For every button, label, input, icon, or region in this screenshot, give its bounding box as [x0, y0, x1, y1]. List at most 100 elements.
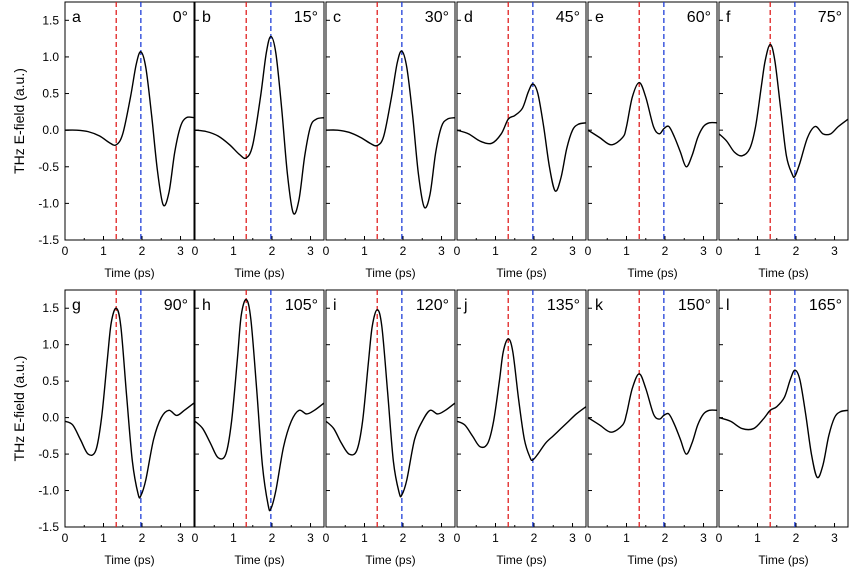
- x-tick-label: 1: [492, 244, 499, 258]
- panel-frame: [718, 289, 849, 528]
- x-axis-title: Time (ps): [758, 266, 808, 280]
- panel-frame: [194, 1, 325, 241]
- x-tick-label: 1: [492, 531, 499, 545]
- x-tick-label: 3: [177, 531, 184, 545]
- x-tick-label: 2: [400, 244, 407, 258]
- panel-frame: [194, 289, 325, 528]
- x-tick-label: 1: [230, 531, 237, 545]
- panel-letter: l: [726, 297, 730, 314]
- y-tick-label: 1.5: [42, 301, 59, 315]
- x-tick-label: 0: [585, 244, 592, 258]
- e-field-curve: [64, 51, 195, 207]
- x-axis-title: Time (ps): [496, 553, 546, 567]
- panel-angle: 0°: [173, 9, 188, 26]
- panel-angle: 105°: [285, 297, 318, 314]
- e-field-curve: [325, 308, 456, 498]
- panel-frame: [456, 1, 587, 241]
- panel-frame: [718, 1, 849, 241]
- e-field-curve: [718, 369, 849, 479]
- panel-angle: 165°: [809, 297, 842, 314]
- x-tick-label: 2: [139, 244, 146, 258]
- x-tick-label: 0: [62, 244, 69, 258]
- x-tick-label: 1: [100, 531, 107, 545]
- panel-angle: 30°: [425, 9, 449, 26]
- x-tick-label: 0: [323, 244, 330, 258]
- y-tick-label: 0.0: [42, 123, 59, 137]
- x-axis-title: Time (ps): [496, 266, 546, 280]
- x-tick-label: 0: [192, 244, 199, 258]
- panel-f: 0 1 2 3 Time (ps) f 75°: [716, 1, 849, 280]
- x-tick-label: 2: [793, 244, 800, 258]
- x-tick-label: 1: [361, 531, 368, 545]
- x-axis-title: Time (ps): [234, 266, 284, 280]
- x-axis-title: Time (ps): [365, 266, 415, 280]
- y-tick-label: -1.0: [38, 484, 59, 498]
- x-tick-label: 2: [531, 531, 538, 545]
- panels-grid: 0 1 2 3 -1.5 -1.0 -0.5 0.0 0.5 1.0 1.5 Time (ps) a 0°…: [38, 1, 849, 567]
- x-tick-label: 0: [716, 531, 723, 545]
- y-axis-labels: THz E-field (a.u.) THz E-field (a.u.): [11, 68, 27, 461]
- e-field-curve: [64, 307, 195, 499]
- e-field-curve: [194, 298, 325, 512]
- y-tick-label: -1.5: [38, 233, 59, 247]
- panel-letter: k: [595, 297, 604, 314]
- x-tick-label: 0: [192, 531, 199, 545]
- panel-letter: b: [202, 9, 211, 26]
- panel-b: 0 1 2 3 Time (ps) b 15°: [192, 1, 325, 280]
- x-tick-label: 2: [662, 531, 669, 545]
- x-tick-label: 2: [662, 244, 669, 258]
- panel-d: 0 1 2 3 Time (ps) d 45°: [454, 1, 587, 280]
- x-tick-label: 1: [754, 244, 761, 258]
- panel-angle: 45°: [556, 9, 580, 26]
- x-axis-title: Time (ps): [627, 266, 677, 280]
- panel-letter: g: [72, 297, 81, 314]
- panel-j: 0 1 2 3 Time (ps) j 135°: [454, 289, 587, 567]
- x-tick-label: 0: [585, 531, 592, 545]
- panel-k: 0 1 2 3 Time (ps) k 150°: [585, 289, 718, 567]
- y-tick-label: -0.5: [38, 160, 59, 174]
- y-tick-label: 1.0: [42, 50, 59, 64]
- x-tick-label: 1: [361, 244, 368, 258]
- panel-angle: 135°: [547, 297, 580, 314]
- e-field-curve: [718, 43, 849, 178]
- x-tick-label: 2: [139, 531, 146, 545]
- x-tick-label: 2: [269, 244, 276, 258]
- e-field-curve: [456, 338, 587, 462]
- y-tick-label: 0.5: [42, 374, 59, 388]
- panel-angle: 15°: [294, 9, 318, 26]
- e-field-curve: [325, 50, 456, 209]
- panel-frame: [64, 1, 195, 241]
- panel-frame: [587, 289, 718, 528]
- e-field-curve: [587, 373, 718, 455]
- y-tick-label: -1.0: [38, 196, 59, 210]
- x-tick-label: 1: [623, 244, 630, 258]
- x-axis-title: Time (ps): [758, 553, 808, 567]
- x-tick-label: 2: [269, 531, 276, 545]
- y-tick-label: 0.5: [42, 87, 59, 101]
- panel-h: 0 1 2 3 Time (ps) h 105°: [192, 289, 325, 567]
- x-axis-title: Time (ps): [104, 266, 154, 280]
- x-axis-title: Time (ps): [627, 553, 677, 567]
- panel-frame: [64, 289, 195, 528]
- x-tick-label: 1: [100, 244, 107, 258]
- y-tick-label: 1.5: [42, 13, 59, 27]
- x-tick-label: 3: [438, 244, 445, 258]
- x-axis-title: Time (ps): [365, 553, 415, 567]
- panel-frame: [456, 289, 587, 528]
- panel-letter: h: [202, 297, 211, 314]
- panel-frame: [587, 1, 718, 241]
- x-tick-label: 1: [623, 531, 630, 545]
- panel-angle: 90°: [164, 297, 188, 314]
- panel-angle: 60°: [687, 9, 711, 26]
- x-tick-label: 0: [716, 244, 723, 258]
- panel-letter: j: [463, 297, 468, 314]
- panel-frame: [325, 1, 456, 241]
- y-axis-title: THz E-field (a.u.): [11, 356, 27, 462]
- x-tick-label: 0: [454, 244, 461, 258]
- panel-letter: e: [595, 9, 604, 26]
- x-axis-title: Time (ps): [234, 553, 284, 567]
- e-field-curve: [587, 81, 718, 168]
- panel-letter: d: [464, 9, 473, 26]
- panel-e: 0 1 2 3 Time (ps) e 60°: [585, 1, 718, 280]
